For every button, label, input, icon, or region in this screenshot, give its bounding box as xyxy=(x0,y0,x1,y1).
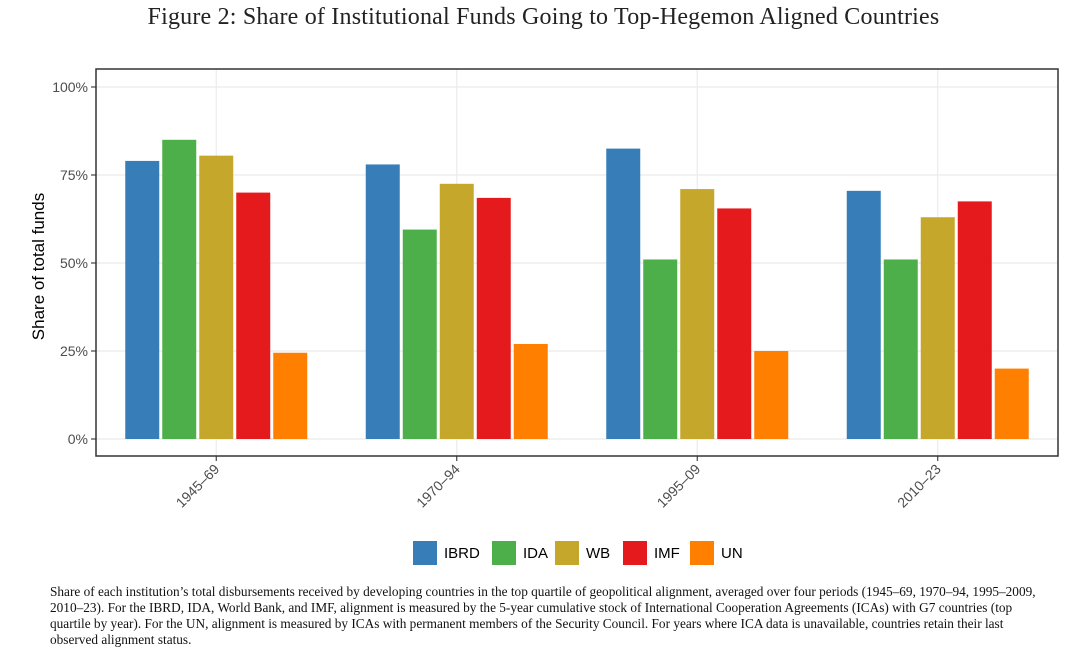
legend-swatch-ibrd xyxy=(413,541,437,565)
bar-ibrd-1 xyxy=(125,160,160,440)
bar-un-1 xyxy=(273,352,308,439)
legend-swatch-wb xyxy=(555,541,579,565)
legend-label-wb: WB xyxy=(586,545,610,562)
bar-imf-2 xyxy=(476,197,511,439)
x-tick-label: 1945–69 xyxy=(173,461,223,511)
x-tick-label: 2010–23 xyxy=(894,461,944,511)
x-tick-label: 1995–09 xyxy=(654,461,704,511)
legend-swatch-un xyxy=(690,541,714,565)
bar-wb-2 xyxy=(439,183,474,439)
legend-swatch-ida xyxy=(492,541,516,565)
bar-wb-4 xyxy=(920,217,955,439)
y-tick-label: 0% xyxy=(68,431,88,447)
chart-title: Figure 2: Share of Institutional Funds G… xyxy=(147,4,940,30)
legend-label-ibrd: IBRD xyxy=(444,545,480,562)
y-tick-label: 25% xyxy=(60,343,88,359)
bar-wb-1 xyxy=(199,155,234,439)
x-tick-label: 1970–94 xyxy=(413,461,463,511)
bar-imf-3 xyxy=(717,208,752,439)
bar-ida-1 xyxy=(162,139,197,440)
bar-imf-1 xyxy=(236,192,271,439)
legend-label-imf: IMF xyxy=(654,545,680,562)
y-tick-label: 100% xyxy=(52,79,88,95)
bar-ibrd-3 xyxy=(606,148,641,439)
bar-ida-3 xyxy=(643,259,678,439)
legend-swatch-imf xyxy=(623,541,647,565)
legend-label-ida: IDA xyxy=(523,545,548,562)
bar-ibrd-4 xyxy=(846,190,881,439)
bar-un-3 xyxy=(754,351,789,439)
y-tick-label: 50% xyxy=(60,255,88,271)
bar-wb-3 xyxy=(680,189,715,439)
figure-caption: Share of each institution’s total disbur… xyxy=(50,584,1036,647)
bar-un-4 xyxy=(994,368,1029,439)
bar-un-2 xyxy=(513,343,548,439)
bar-ida-4 xyxy=(883,259,918,439)
bar-ibrd-2 xyxy=(365,164,400,439)
y-axis-label: Share of total funds xyxy=(29,193,48,340)
bar-ida-2 xyxy=(402,229,437,439)
bar-imf-4 xyxy=(957,201,992,439)
y-tick-label: 75% xyxy=(60,167,88,183)
legend-label-un: UN xyxy=(721,545,743,562)
